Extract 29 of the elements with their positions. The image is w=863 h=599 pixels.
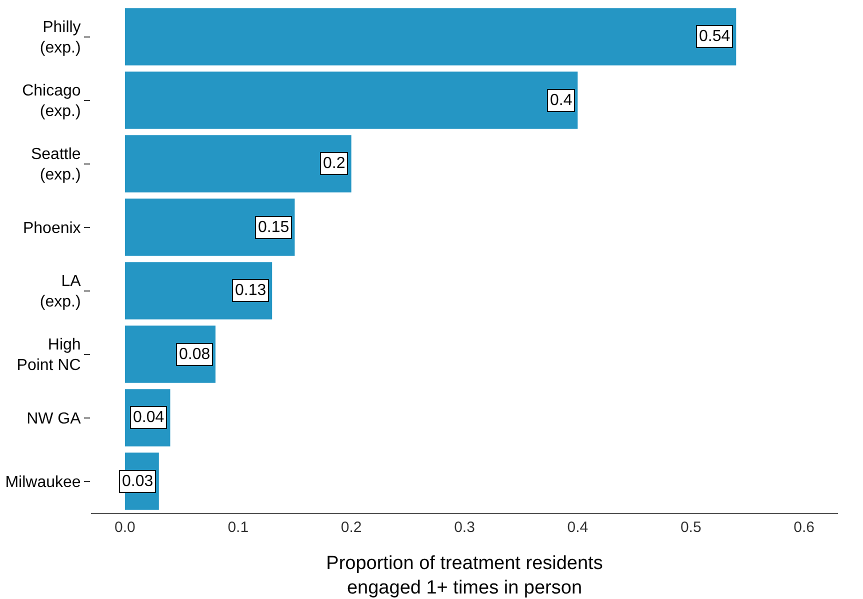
bar	[124, 72, 578, 129]
y-tick-label: Philly (exp.)	[40, 18, 81, 57]
data-label: 0.4	[550, 92, 572, 109]
y-tick-label: Milwaukee	[5, 474, 81, 491]
x-tick-label: 0.2	[340, 519, 362, 536]
y-tick-label: Seattle (exp.)	[30, 146, 81, 184]
y-tick-label: Phoenix	[22, 220, 81, 237]
data-label: 0.03	[122, 473, 154, 490]
data-label: 0.54	[699, 28, 730, 45]
bar	[124, 135, 352, 192]
x-tick-label: 0.5	[680, 519, 702, 536]
data-label: 0.15	[258, 219, 290, 236]
x-tick-label: 0.4	[567, 519, 588, 536]
data-label: 0.13	[235, 282, 266, 299]
x-tick-label: 0.1	[228, 519, 249, 536]
data-label: 0.04	[133, 409, 164, 426]
x-tick-label: 0.0	[114, 519, 136, 536]
bar	[124, 198, 295, 256]
x-tick-label: 0.3	[454, 519, 475, 536]
y-tick-label: LA (exp.)	[40, 272, 82, 311]
data-label: 0.08	[179, 346, 210, 363]
x-tick-label: 0.6	[794, 519, 814, 536]
y-tick-label: NW GA	[26, 410, 82, 428]
x-axis-title: Proportion of treatment residents engaged 1+ times in person	[326, 552, 603, 598]
bar	[124, 262, 272, 320]
data-label: 0.2	[323, 155, 346, 172]
y-tick-label: High Point NC	[16, 336, 81, 374]
y-tick-label: Chicago (exp.)	[22, 82, 81, 120]
bar	[124, 8, 736, 66]
